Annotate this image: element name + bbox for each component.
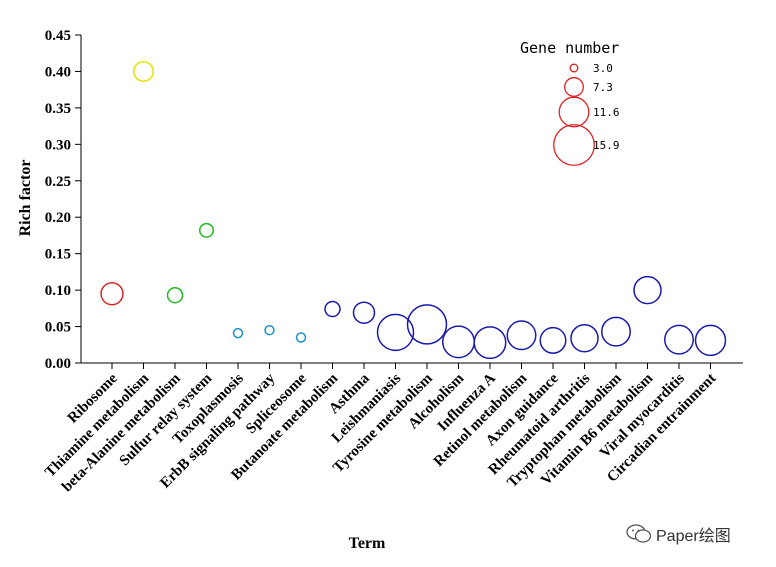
- bubble-point: [133, 60, 154, 82]
- bubbles: [100, 60, 727, 360]
- wechat-icon: [626, 524, 652, 543]
- bubble-point: [633, 275, 662, 305]
- y-tick-label: 0.45: [45, 28, 71, 44]
- legend-label: 15.9: [593, 139, 620, 152]
- legend-title: Gene number: [520, 39, 619, 57]
- bubble-point: [664, 324, 694, 355]
- bubble-point: [442, 325, 475, 359]
- bubble-point: [295, 332, 307, 343]
- bubble-point: [601, 316, 631, 347]
- bubble-point: [539, 326, 567, 354]
- y-axis-ticks: 0.00 0.05 0.10 0.15 0.20 0.25 0.30 0.35 0.40 0.45: [45, 28, 81, 372]
- bubble-point: [473, 326, 507, 360]
- legend-label: 11.6: [593, 106, 620, 119]
- bubble-point: [506, 320, 537, 351]
- bubble-point: [376, 313, 415, 352]
- bubble-point: [352, 301, 376, 324]
- x-axis-title: Term: [349, 535, 386, 552]
- watermark: Paper绘图: [626, 522, 731, 546]
- y-tick-label: 0.30: [45, 137, 71, 153]
- y-tick-label: 0.40: [45, 64, 71, 80]
- legend-bubble: [569, 63, 579, 73]
- bubble-point: [100, 282, 124, 306]
- legend-label: 7.3: [593, 81, 613, 94]
- y-tick-label: 0.25: [45, 174, 71, 190]
- legend: Gene number 3.0 7.3 11.6 15.9: [520, 39, 620, 166]
- legend-bubble: [564, 77, 584, 97]
- bubble-point: [570, 323, 599, 353]
- y-tick-label: 0.35: [45, 101, 71, 117]
- bubble-point: [199, 222, 214, 238]
- bubble-point: [232, 327, 244, 339]
- y-tick-label: 0.05: [45, 320, 71, 336]
- y-axis-title: Rich factor: [17, 160, 34, 237]
- y-tick-label: 0.20: [45, 210, 71, 226]
- legend-bubble: [558, 96, 590, 128]
- bubble-point: [324, 300, 341, 318]
- bubble-point: [406, 304, 448, 345]
- bubble-point: [694, 324, 727, 357]
- axes: [80, 35, 743, 364]
- bubble-point: [166, 286, 184, 304]
- watermark-text: Paper绘图: [656, 528, 731, 545]
- legend-bubble: [553, 124, 595, 166]
- legend-label: 3.0: [593, 62, 613, 75]
- y-tick-label: 0.15: [45, 247, 71, 263]
- y-tick-label: 0.10: [45, 283, 71, 299]
- y-tick-label: 0.00: [45, 356, 71, 372]
- bubble-point: [264, 324, 275, 336]
